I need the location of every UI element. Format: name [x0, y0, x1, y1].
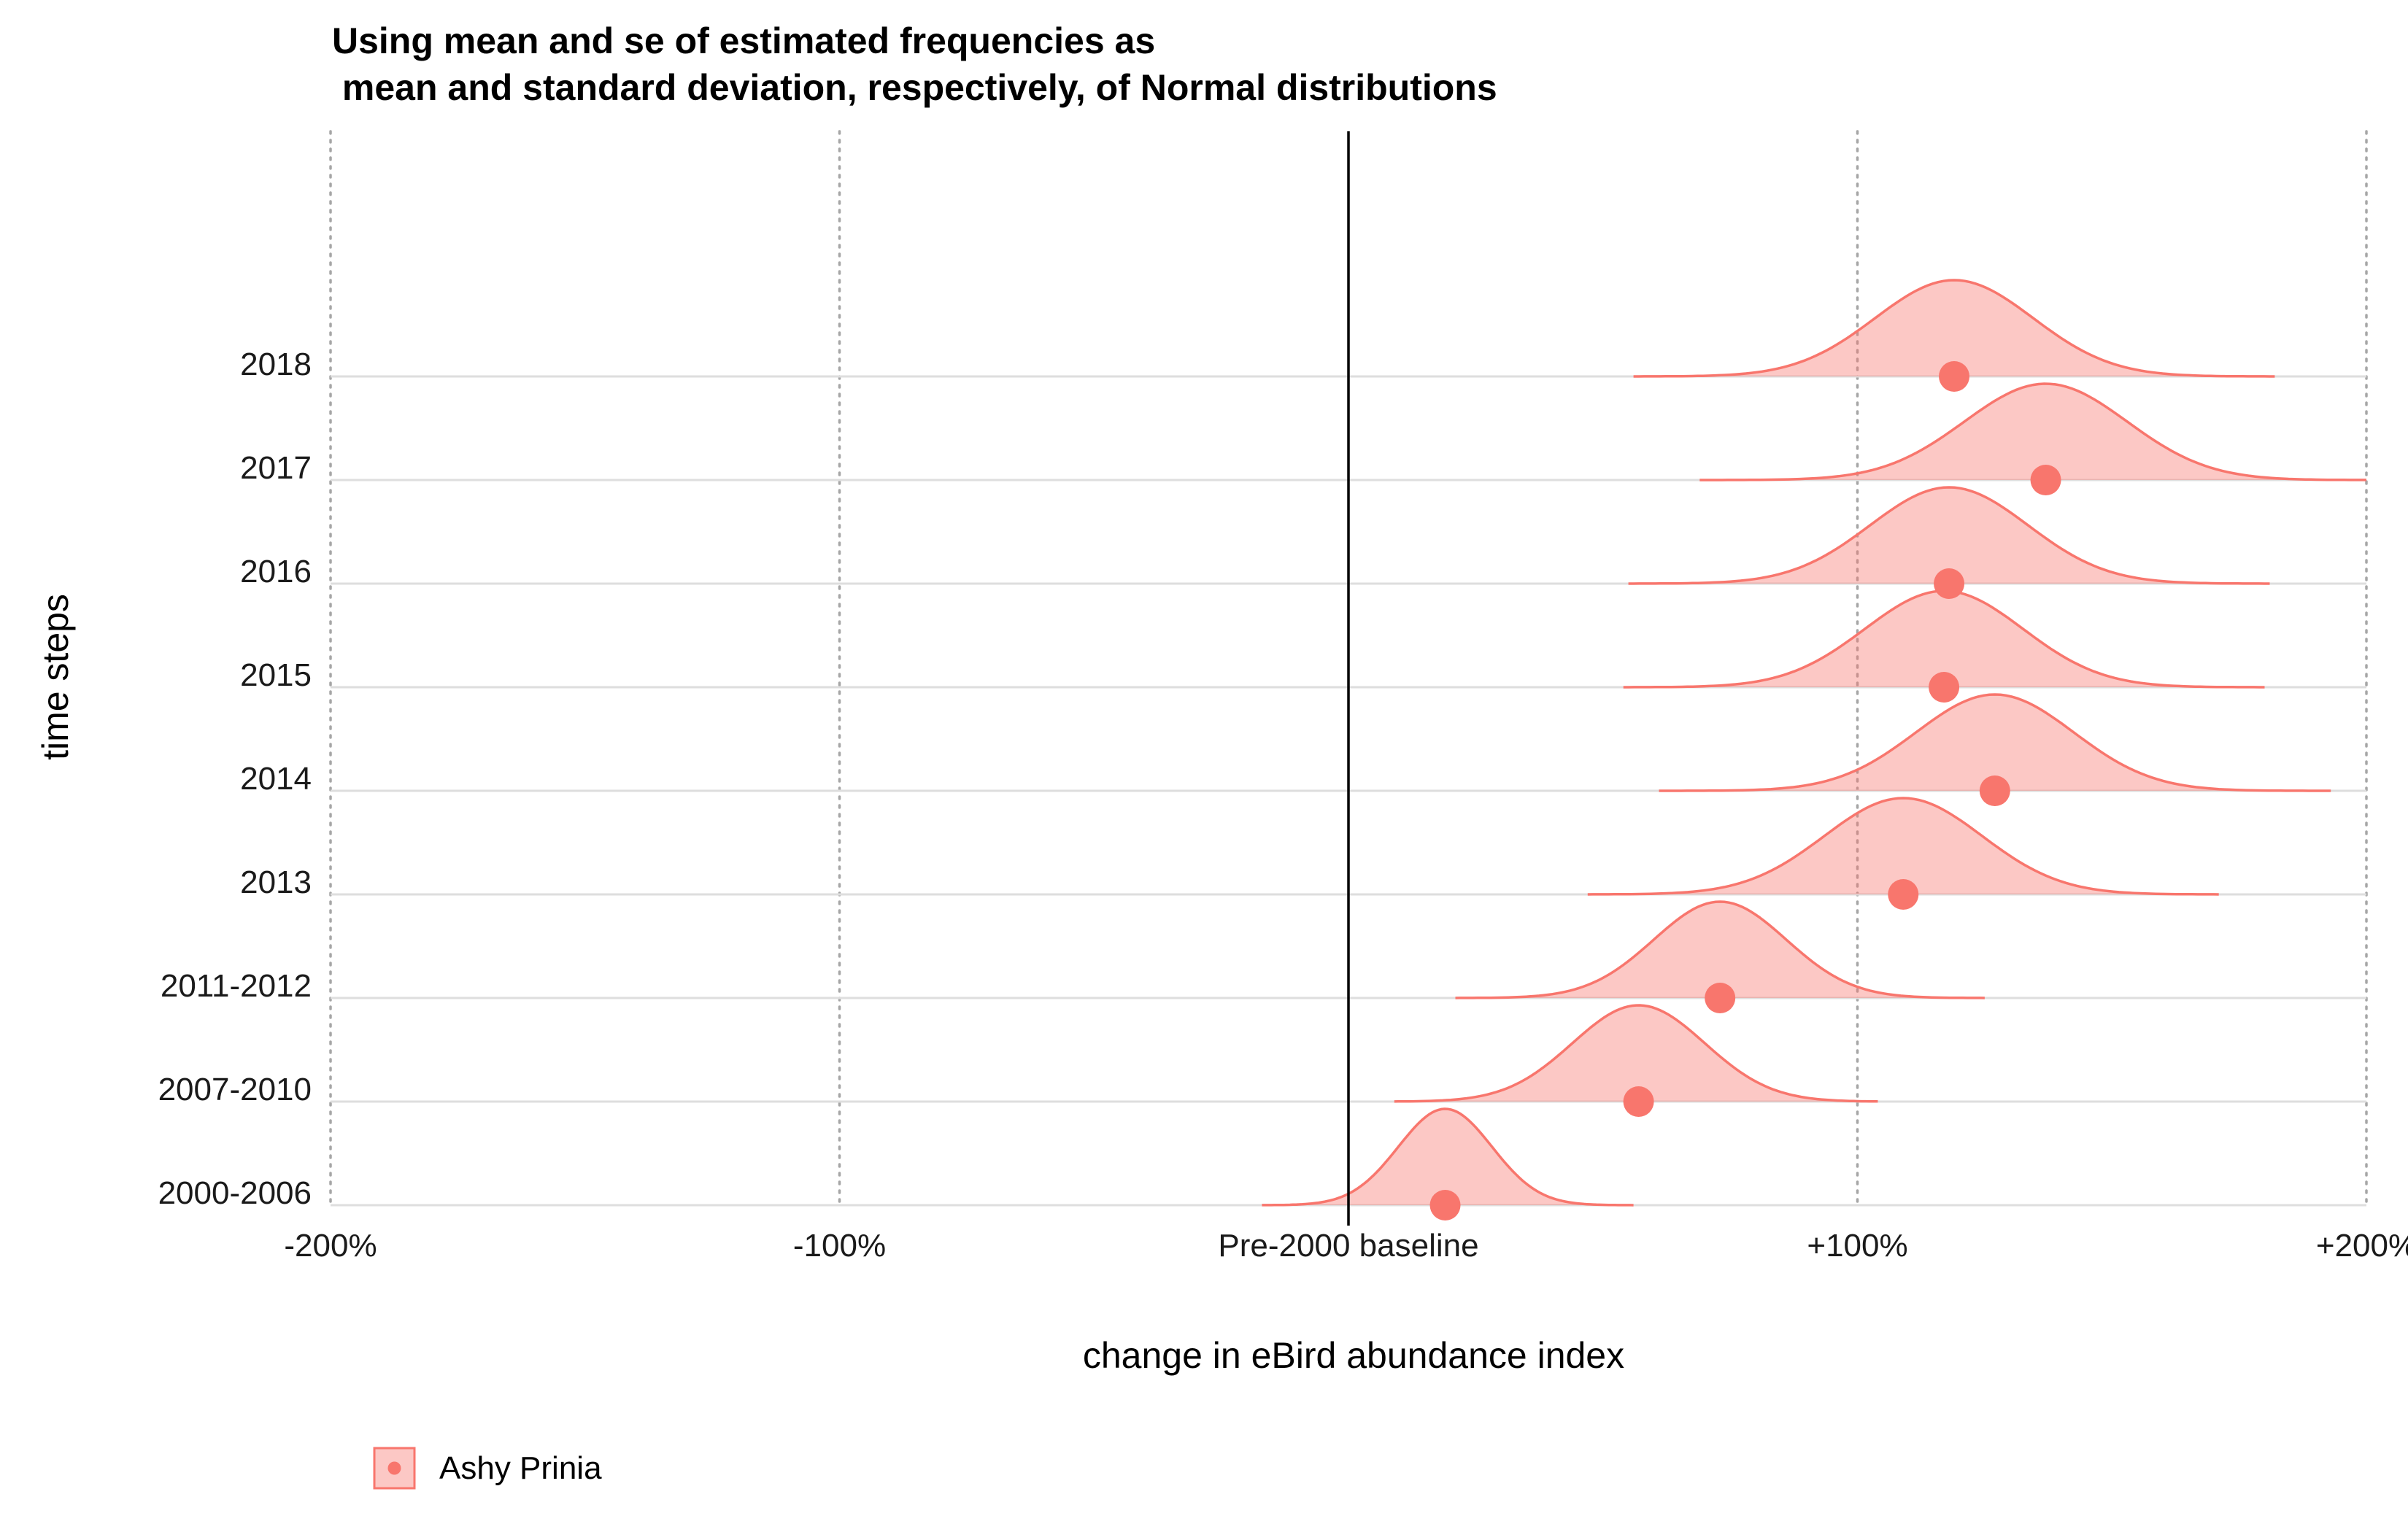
y-tick-label-2015: 2015: [240, 657, 312, 693]
y-axis-title: time steps: [35, 594, 76, 760]
vertical-gridlines: [329, 130, 2368, 1207]
x-axis-title: change in eBird abundance index: [1083, 1335, 1624, 1376]
y-tick-label-2018: 2018: [240, 347, 312, 382]
ridge-area-2016: [1628, 487, 2270, 584]
ridge-outline-2007-2010: [1394, 1004, 1878, 1103]
ridge-outline-2017: [1699, 382, 2366, 481]
ridge-outline-2000-2006: [1262, 1107, 1634, 1207]
mean-point-2018: [1939, 361, 1970, 392]
ridge-area-2007-2010: [1394, 1005, 1878, 1102]
ridge-outline-2011-2012: [1455, 900, 1985, 999]
ridge-outline-2018: [1633, 279, 2275, 378]
mean-points: [1429, 361, 2061, 1220]
mean-point-2011-2012: [1705, 983, 1736, 1013]
x-tick-labels: -200% -100% Pre-2000 baseline +100% +200%: [284, 1228, 2408, 1264]
y-tick-label-2014: 2014: [240, 761, 312, 797]
mean-point-2015: [1929, 672, 1960, 703]
ridge-area-2013: [1587, 798, 2219, 894]
y-tick-label-2013: 2013: [240, 864, 312, 900]
ridge-densities: [1262, 279, 2366, 1207]
ridge-area-2000-2006: [1262, 1109, 1634, 1205]
ridge-area-2018: [1633, 280, 2275, 376]
y-tick-label-2000-2006: 2000-2006: [158, 1175, 312, 1211]
ridge-area-2011-2012: [1455, 902, 1985, 998]
chart-title-line1: Using mean and se of estimated frequenci…: [332, 20, 1155, 61]
mean-point-2017: [2030, 465, 2061, 495]
mean-point-2016: [1934, 568, 1965, 599]
legend: Ashy Prinia: [373, 1447, 602, 1490]
mean-point-2013: [1888, 879, 1919, 910]
y-tick-label-2007-2010: 2007-2010: [158, 1072, 312, 1107]
ridge-outline-2016: [1628, 486, 2270, 585]
ridge-area-2015: [1623, 591, 2265, 687]
ridge-area-2017: [1699, 384, 2366, 480]
mean-point-2007-2010: [1623, 1086, 1654, 1117]
y-tick-labels: 2000-2006 2007-2010 2011-2012 2013 2014 2015 2…: [158, 347, 312, 1211]
mean-point-2000-2006: [1429, 1190, 1461, 1220]
ridge-outline-2014: [1659, 693, 2331, 792]
x-tick-label-1: -100%: [793, 1228, 886, 1264]
x-tick-label-4: +200%: [2316, 1228, 2408, 1264]
x-tick-label-0: -200%: [284, 1228, 377, 1264]
mean-point-2014: [1979, 775, 2010, 806]
legend-key-dot: [387, 1461, 401, 1475]
x-tick-label-2: Pre-2000 baseline: [1218, 1228, 1478, 1264]
ridge-area-2014: [1659, 695, 2331, 791]
chart-title-line2: mean and standard deviation, respectivel…: [332, 67, 1497, 108]
y-tick-label-2017: 2017: [240, 450, 312, 486]
y-tick-label-2011-2012: 2011-2012: [161, 968, 312, 1004]
ridge-outline-2013: [1587, 797, 2219, 896]
y-tick-label-2016: 2016: [240, 554, 312, 589]
legend-label: Ashy Prinia: [439, 1450, 602, 1486]
x-tick-label-3: +100%: [1807, 1228, 1907, 1264]
